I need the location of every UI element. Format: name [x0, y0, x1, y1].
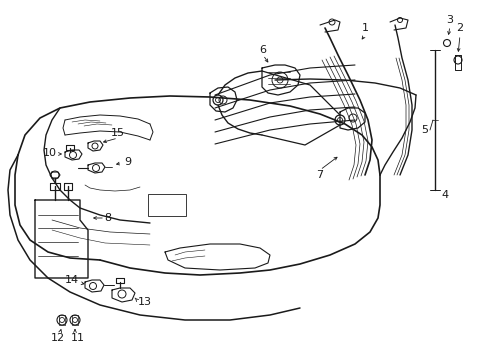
- Text: 6: 6: [259, 45, 266, 55]
- Text: 7: 7: [316, 170, 323, 180]
- Bar: [148, 194, 185, 216]
- Text: 8: 8: [104, 213, 111, 223]
- Text: 14: 14: [65, 275, 79, 285]
- Text: 2: 2: [455, 23, 463, 33]
- Text: 11: 11: [71, 333, 85, 343]
- Text: 13: 13: [138, 297, 152, 307]
- Text: 9: 9: [124, 157, 131, 167]
- Text: 1: 1: [361, 23, 368, 33]
- Text: 4: 4: [441, 190, 447, 200]
- Text: 3: 3: [446, 15, 452, 25]
- Text: 5: 5: [421, 125, 427, 135]
- Text: 15: 15: [111, 128, 125, 138]
- Text: 12: 12: [51, 333, 65, 343]
- Text: 10: 10: [43, 148, 57, 158]
